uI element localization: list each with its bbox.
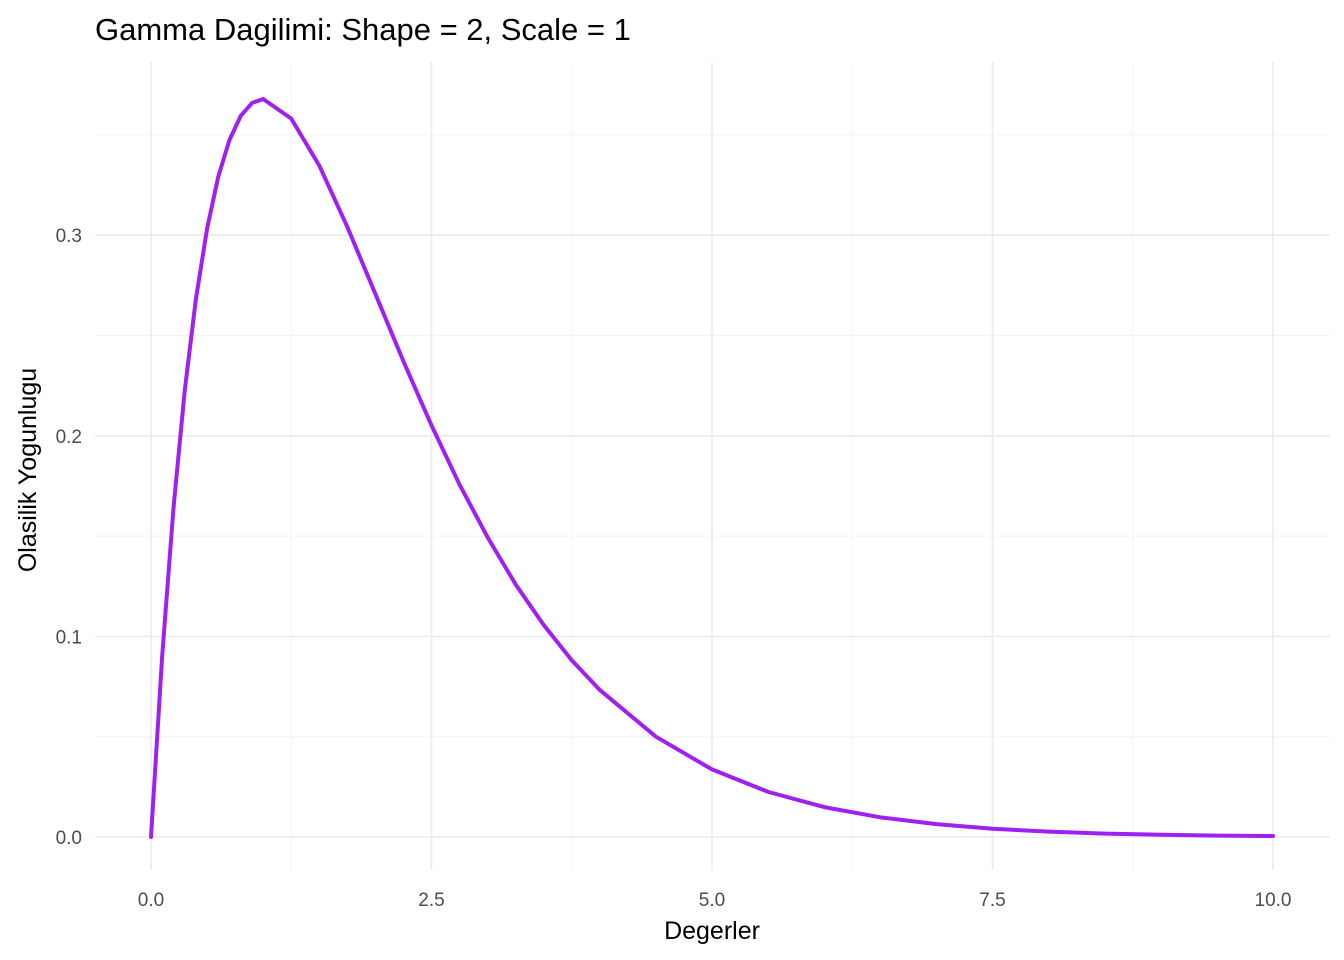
y-axis-ticks: 0.0 0.1 0.2 0.3 — [56, 226, 82, 849]
chart-title: Gamma Dagilimi: Shape = 2, Scale = 1 — [95, 12, 631, 47]
x-tick-label: 0.0 — [138, 890, 164, 911]
x-tick-label: 2.5 — [418, 890, 444, 911]
y-axis-title: Olasilik Yogunlugu — [14, 368, 42, 572]
x-axis-title: Degerler — [664, 917, 760, 945]
y-tick-label: 0.3 — [56, 226, 82, 247]
y-tick-label: 0.2 — [56, 427, 82, 448]
plot-series — [149, 97, 1275, 839]
grid-layer — [95, 62, 1330, 870]
x-tick-label: 10.0 — [1255, 890, 1292, 911]
x-axis-ticks: 0.0 2.5 5.0 7.5 10.0 — [138, 890, 1292, 911]
density-curve-line — [149, 97, 1275, 839]
y-tick-label: 0.1 — [56, 627, 82, 648]
y-tick-label: 0.0 — [56, 828, 82, 849]
x-tick-label: 5.0 — [699, 890, 725, 911]
x-tick-label: 7.5 — [979, 890, 1005, 911]
